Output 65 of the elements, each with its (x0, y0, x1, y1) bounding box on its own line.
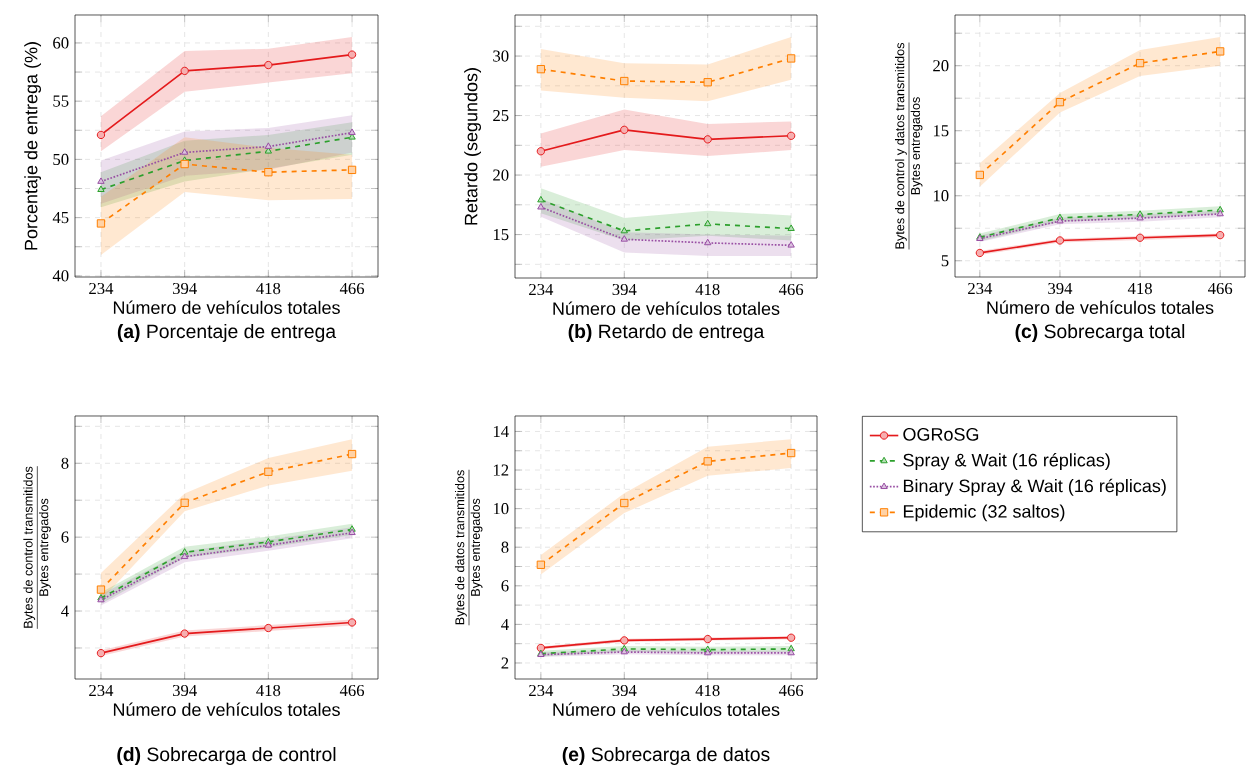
y-tick-label: 6 (501, 580, 509, 592)
x-tick-label: 234 (89, 282, 114, 295)
y-tick-label: 14 (493, 425, 509, 437)
x-tick-label: 466 (778, 684, 804, 697)
x-tick-label: 234 (968, 282, 993, 295)
y-tick-label: 12 (493, 464, 509, 476)
y-tick-label: 30 (493, 50, 509, 62)
y-tick-label: 15 (933, 125, 949, 137)
x-tick-label: 394 (172, 282, 197, 295)
text: (e) Sobrecarga de datos (562, 746, 770, 766)
legend-label: Epidemic (32 saltos) (903, 504, 1065, 522)
x-tick-label: 418 (1127, 282, 1152, 295)
y-tick-label: 10 (933, 190, 949, 202)
x-tick-label: 418 (256, 282, 281, 295)
y-tick-label: 5 (941, 255, 949, 267)
x-tick-label: 466 (778, 283, 804, 296)
y-axis-title: Bytes de control y datos transmitidos (895, 42, 907, 249)
x-axis-title: Número de vehículos totales (987, 300, 1214, 315)
text: (b) Retardo de entrega (568, 323, 765, 343)
x-tick-label: 466 (1207, 282, 1233, 295)
y-tick-label: 25 (493, 109, 509, 122)
y-axis-title: Bytes de control transmitidos (23, 466, 36, 628)
x-tick-label: 394 (172, 684, 197, 697)
x-tick-label: 394 (612, 684, 637, 697)
x-tick-label: 394 (1048, 282, 1073, 295)
y-tick-label: 20 (933, 60, 949, 72)
y-tick-label: 45 (52, 212, 69, 224)
x-tick-label: 466 (339, 684, 365, 697)
y-tick-label: 55 (53, 95, 69, 107)
y-tick-label: 15 (493, 228, 509, 241)
legend-label: OGRoSG (903, 427, 979, 441)
y-tick-label: 6 (61, 531, 69, 543)
x-tick-label: 466 (339, 282, 365, 295)
y-axis-title: Bytes de datos transmitidos (455, 470, 467, 625)
text: (d) Sobrecarga de control (117, 746, 336, 766)
legend-label: Spray & Wait (16 réplicas) (903, 453, 1110, 471)
y-tick-label: 20 (493, 169, 509, 181)
y-tick-label: 8 (61, 457, 69, 469)
text: Bytes entregados (910, 97, 923, 195)
text: Bytes entregados (39, 498, 51, 596)
text: (c) Sobrecarga total (1015, 323, 1185, 343)
y-axis-title: Porcentaje de entrega (%) (24, 42, 42, 250)
text: (a) Porcentaje de entrega (117, 323, 337, 343)
y-tick-label: 4 (61, 605, 69, 617)
y-tick-label: 10 (493, 503, 509, 515)
y-tick-label: 50 (53, 153, 69, 166)
y-axis-title: Retardo (segundos) (464, 68, 482, 225)
y-tick-label: 60 (53, 37, 69, 49)
x-tick-label: 418 (695, 684, 720, 697)
x-tick-label: 418 (256, 684, 281, 697)
x-tick-label: 394 (612, 283, 637, 296)
x-tick-label: 234 (529, 283, 554, 296)
y-tick-label: 2 (501, 657, 509, 669)
y-tick-label: 4 (501, 618, 509, 630)
x-axis-title: Número de vehículos totales (553, 702, 780, 717)
y-tick-label: 40 (52, 270, 69, 282)
x-tick-label: 234 (89, 684, 114, 697)
text: Bytes entregados (470, 498, 483, 596)
x-axis-title: Número de vehículos totales (113, 702, 340, 717)
x-axis-title: Número de vehículos totales (113, 300, 340, 315)
x-tick-label: 418 (695, 283, 720, 296)
x-axis-title: Número de vehículos totales (553, 301, 780, 316)
y-tick-label: 8 (501, 541, 509, 553)
x-tick-label: 234 (529, 684, 554, 697)
legend-label: Binary Spray & Wait (16 réplicas) (903, 478, 1166, 496)
